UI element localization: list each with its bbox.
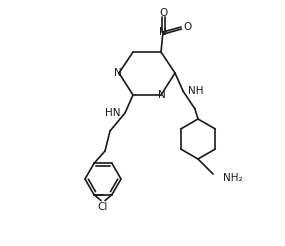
Text: NH: NH (188, 86, 203, 96)
Text: N: N (158, 90, 166, 100)
Text: N: N (114, 68, 122, 78)
Text: O: O (159, 8, 167, 18)
Text: HN: HN (105, 108, 120, 118)
Text: NH₂: NH₂ (223, 173, 243, 183)
Text: Cl: Cl (98, 201, 108, 212)
Text: O: O (184, 22, 192, 32)
Text: N: N (159, 27, 167, 37)
